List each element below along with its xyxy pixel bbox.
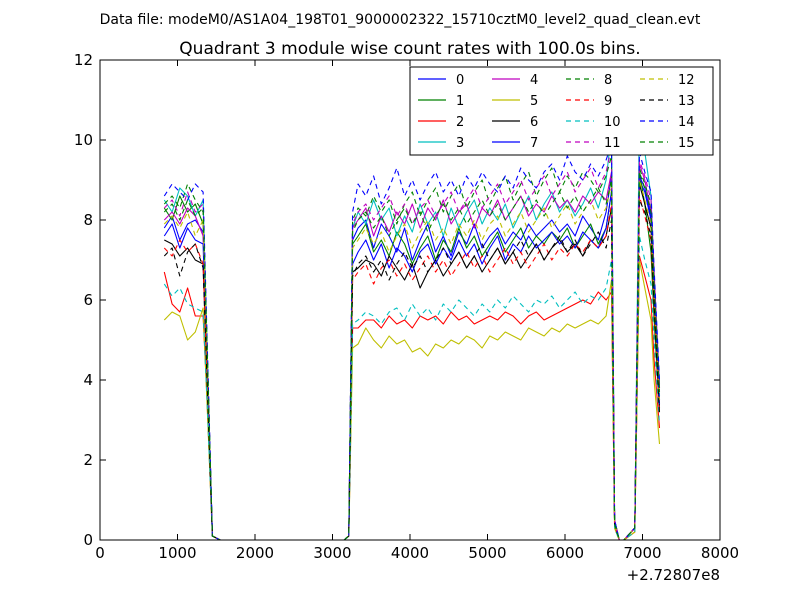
y-tick-label: 2	[83, 451, 93, 469]
legend-label-6: 6	[530, 115, 538, 130]
x-tick-label: 7000	[623, 544, 661, 562]
legend-label-9: 9	[604, 94, 612, 109]
legend-label-10: 10	[604, 115, 621, 130]
legend-label-0: 0	[456, 73, 464, 88]
plot-frame	[99, 59, 721, 541]
legend-box	[409, 66, 714, 156]
y-tick-label: 6	[83, 291, 93, 309]
y-tick-label: 10	[74, 131, 93, 149]
x-tick-label: 0	[95, 544, 105, 562]
x-offset-label: +2.72807e8	[627, 566, 720, 584]
legend-label-12: 12	[678, 73, 695, 88]
y-tick-label: 0	[83, 531, 93, 549]
y-tick-label: 12	[74, 51, 93, 69]
legend-label-15: 15	[678, 136, 695, 151]
legend-label-2: 2	[456, 115, 464, 130]
x-tick-label: 2000	[236, 544, 274, 562]
legend-label-5: 5	[530, 94, 538, 109]
x-tick-label: 3000	[313, 544, 351, 562]
legend-label-4: 4	[530, 73, 538, 88]
legend-label-7: 7	[530, 136, 538, 151]
x-tick-label: 1000	[158, 544, 196, 562]
data-file-suptitle: Data file: modeM0/AS1A04_198T01_90000023…	[100, 12, 701, 28]
x-tick-label: 8000	[701, 544, 739, 562]
legend-label-14: 14	[678, 115, 695, 130]
tick-layer: 0 1000 2000 3000 4000 5000 6000 7000 80000246810…	[74, 51, 739, 562]
legend-label-3: 3	[456, 136, 464, 151]
x-tick-label: 5000	[468, 544, 506, 562]
chart-title: Quadrant 3 module wise count rates with …	[179, 39, 640, 59]
y-tick-label: 8	[83, 211, 93, 229]
x-tick-label: 6000	[546, 544, 584, 562]
legend-label-1: 1	[456, 94, 464, 109]
legend-label-11: 11	[604, 136, 621, 151]
x-tick-label: 4000	[391, 544, 429, 562]
y-tick-label: 4	[83, 371, 93, 389]
legend-label-8: 8	[604, 73, 612, 88]
legend-label-13: 13	[678, 94, 695, 109]
